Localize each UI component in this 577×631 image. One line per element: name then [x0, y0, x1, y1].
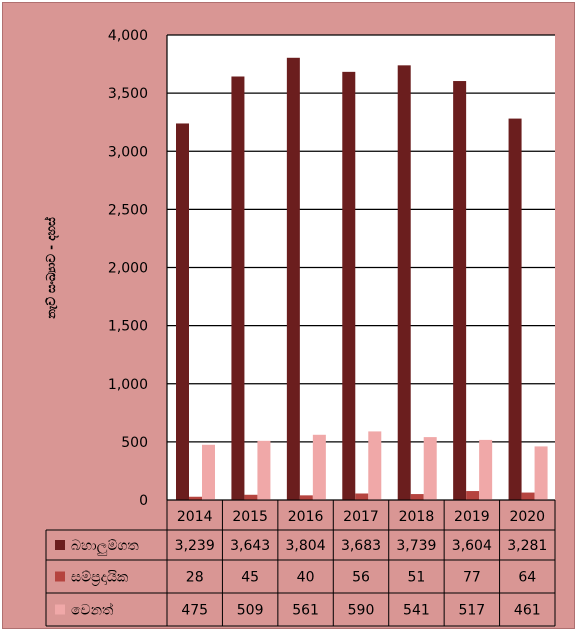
- bar: [521, 492, 535, 500]
- bar: [202, 444, 215, 500]
- data-label: 28: [186, 570, 204, 586]
- data-label: 64: [518, 570, 536, 586]
- y-axis-title: නැව් සංඛ්‍යාව - දහස්: [44, 216, 59, 319]
- data-label: 561: [292, 603, 319, 619]
- bar: [397, 65, 411, 500]
- x-tick-label: 2014: [177, 509, 213, 525]
- y-tick-label: 500: [121, 435, 148, 451]
- data-label: 77: [463, 570, 481, 586]
- x-tick-label: 2017: [343, 509, 379, 525]
- y-tick-label: 3,500: [108, 86, 148, 102]
- data-label: 51: [408, 570, 426, 586]
- bar: [410, 494, 424, 500]
- legend-label: වෙනත්: [71, 602, 114, 618]
- data-label: 3,804: [286, 538, 326, 554]
- bar: [257, 440, 271, 500]
- data-label: 461: [514, 603, 541, 619]
- bar: [466, 491, 480, 500]
- x-tick-label: 2018: [399, 509, 435, 525]
- y-tick-label: 0: [139, 493, 148, 509]
- x-tick-label: 2019: [454, 509, 490, 525]
- bar-chart: 05001,0001,5002,0002,5003,0003,5004,000 …: [44, 28, 556, 627]
- bar: [355, 493, 369, 500]
- bar: [299, 495, 313, 500]
- data-label: 3,739: [396, 538, 436, 554]
- data-label: 40: [297, 570, 315, 586]
- bar: [312, 434, 326, 500]
- x-tick-label: 2015: [232, 509, 268, 525]
- x-tick-label: 2020: [509, 509, 545, 525]
- data-label: 3,604: [452, 538, 492, 554]
- bar: [176, 123, 189, 500]
- legend-key: [55, 571, 65, 582]
- bar: [453, 81, 467, 500]
- data-label: 590: [348, 603, 375, 619]
- y-tick-label: 3,000: [108, 144, 148, 160]
- data-label: 3,683: [341, 538, 381, 554]
- bar: [479, 439, 493, 500]
- bar: [534, 446, 548, 500]
- bar: [342, 71, 356, 500]
- data-label: 56: [352, 570, 370, 586]
- legend-label: බහාලුම්ගත: [71, 538, 139, 556]
- y-tick-label: 1,500: [108, 319, 148, 335]
- x-tick-label: 2016: [288, 509, 324, 525]
- data-label: 3,643: [230, 538, 270, 554]
- data-label: 475: [181, 603, 208, 619]
- data-label: 541: [403, 603, 430, 619]
- bar: [244, 494, 258, 500]
- bar: [189, 496, 202, 500]
- data-label: 509: [237, 603, 264, 619]
- y-tick-label: 2,000: [108, 261, 148, 277]
- bar: [423, 437, 437, 500]
- legend-key: [55, 540, 65, 550]
- y-tick-label: 1,000: [108, 377, 148, 393]
- y-tick-label: 4,000: [108, 28, 148, 44]
- bar: [368, 431, 382, 500]
- bar: [508, 118, 522, 501]
- bar: [231, 76, 245, 500]
- bar: [286, 57, 300, 500]
- y-tick-label: 2,500: [108, 202, 148, 218]
- legend-key: [55, 604, 65, 615]
- data-label: 517: [458, 603, 485, 619]
- legend-label: සම්ප්‍රදායික: [71, 570, 129, 587]
- data-label: 3,239: [175, 538, 215, 554]
- data-label: 3,281: [507, 538, 547, 554]
- data-label: 45: [241, 570, 259, 586]
